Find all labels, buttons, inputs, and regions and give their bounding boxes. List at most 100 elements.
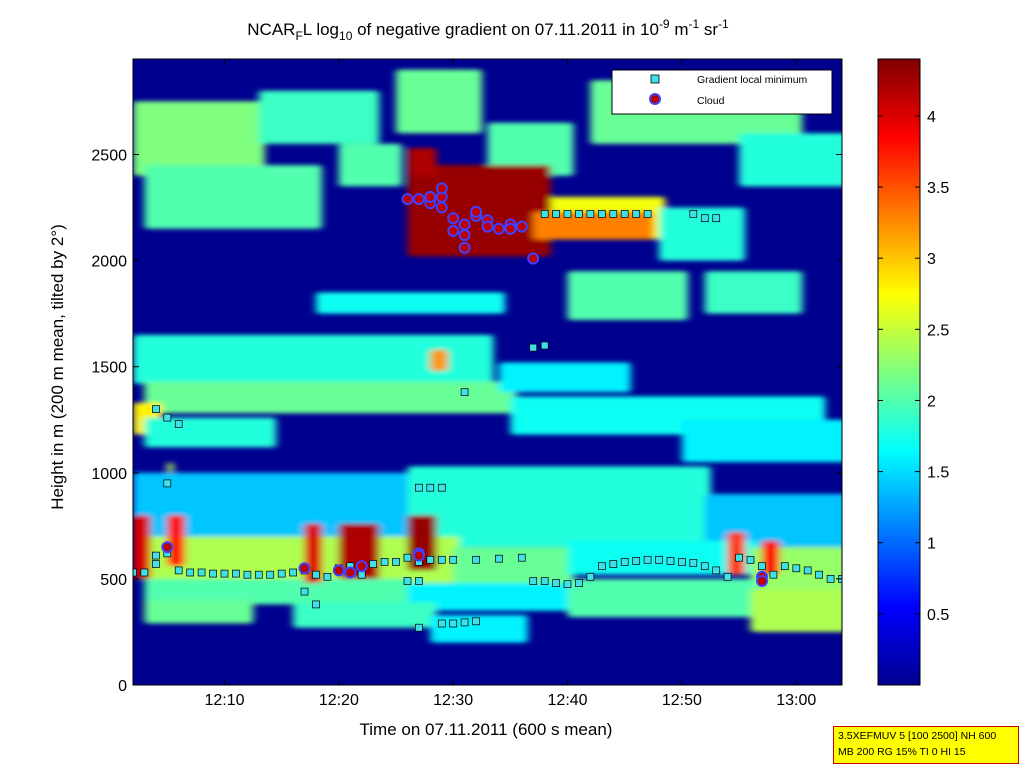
cloud-marker: [460, 230, 470, 240]
gradient-minimum-marker: [358, 571, 365, 578]
gradient-minimum-marker: [793, 565, 800, 572]
cloud-marker: [460, 220, 470, 230]
gradient-minimum-marker: [450, 620, 457, 627]
gradient-minimum-marker: [438, 484, 445, 491]
heatmap-layer: [705, 494, 848, 547]
gradient-minimum-marker: [541, 342, 548, 349]
gradient-minimum-marker: [530, 578, 537, 585]
gradient-minimum-marker: [747, 556, 754, 563]
gradient-minimum-marker: [610, 210, 617, 217]
gradient-minimum-marker: [553, 210, 560, 217]
gradient-minimum-marker: [438, 556, 445, 563]
x-tick-label: 13:00: [776, 692, 816, 709]
colorbar-tick-label: 2: [927, 393, 936, 410]
chart-title: NCARFL log10 of negative gradient on 07.…: [247, 17, 729, 43]
gradient-minimum-marker: [427, 484, 434, 491]
gradient-minimum-marker: [587, 573, 594, 580]
gradient-minimum-marker: [473, 618, 480, 625]
gradient-minimum-marker: [267, 571, 274, 578]
cloud-marker: [757, 576, 767, 586]
heatmap-layer: [568, 271, 688, 320]
cloud-marker: [403, 194, 413, 204]
x-tick-label: 12:10: [204, 692, 244, 709]
cloud-marker: [483, 222, 493, 232]
gradient-minimum-marker: [370, 561, 377, 568]
gradient-minimum-marker: [598, 210, 605, 217]
cloud-marker: [448, 213, 458, 223]
gradient-minimum-marker: [461, 619, 468, 626]
gradient-minimum-marker: [770, 571, 777, 578]
gradient-minimum-marker: [598, 563, 605, 570]
heatmap-layer: [739, 133, 848, 186]
heatmap-layer: [396, 70, 482, 134]
heatmap-layer: [167, 515, 184, 566]
gradient-minimum-marker: [656, 556, 663, 563]
gradient-minimum-marker: [701, 215, 708, 222]
heatmap-layer: [339, 144, 402, 186]
gradient-minimum-marker: [633, 557, 640, 564]
gradient-minimum-marker: [438, 620, 445, 627]
gradient-minimum-marker: [701, 563, 708, 570]
cloud-marker: [414, 551, 424, 561]
colorbar-tick-label: 2.5: [927, 322, 949, 339]
gradient-minimum-marker: [816, 571, 823, 578]
gradient-minimum-marker: [450, 556, 457, 563]
gradient-minimum-marker: [393, 558, 400, 565]
plot-area: [130, 59, 849, 685]
colorbar-tick-label: 4: [927, 109, 936, 126]
gradient-minimum-marker: [541, 578, 548, 585]
legend-label-min: Gradient local minimum: [697, 74, 808, 86]
gradient-minimum-marker: [198, 569, 205, 576]
cloud-marker: [357, 561, 367, 571]
gradient-minimum-marker: [232, 570, 239, 577]
gradient-minimum-marker: [564, 210, 571, 217]
gradient-minimum-marker: [541, 210, 548, 217]
x-tick-label: 12:40: [548, 692, 588, 709]
cloud-marker: [425, 192, 435, 202]
heatmap-layer: [705, 271, 803, 313]
gradient-minimum-marker: [381, 558, 388, 565]
cloud-marker: [494, 224, 504, 234]
gradient-minimum-marker: [621, 558, 628, 565]
gradient-minimum-marker: [255, 571, 262, 578]
gradient-minimum-marker: [187, 569, 194, 576]
legend-cloud-marker: [650, 94, 660, 104]
cloud-marker: [300, 563, 310, 573]
gradient-minimum-marker: [495, 555, 502, 562]
settings-line-2: MB 200 RG 15% TI 0 HI 15: [838, 744, 1014, 760]
gradient-minimum-marker: [278, 570, 285, 577]
heatmap-layer: [144, 600, 253, 623]
heatmap-layer: [568, 579, 757, 617]
settings-box: 3.5XEFMUV 5 [100 2500] NH 600 MB 200 RG …: [833, 726, 1019, 764]
gradient-minimum-marker: [610, 561, 617, 568]
y-tick-label: 2500: [91, 147, 127, 164]
gradient-minimum-marker: [473, 556, 480, 563]
cloud-marker: [334, 565, 344, 575]
gradient-minimum-marker: [713, 215, 720, 222]
gradient-minimum-marker: [667, 557, 674, 564]
gradient-minimum-marker: [175, 421, 182, 428]
heatmap-layer: [499, 363, 631, 393]
y-tick-label: 2000: [91, 254, 127, 271]
gradient-minimum-marker: [164, 414, 171, 421]
y-tick-label: 500: [100, 572, 127, 589]
gradient-minimum-marker: [576, 580, 583, 587]
heatmap-layer: [144, 165, 322, 229]
heatmap-layer: [167, 462, 173, 473]
x-axis-label: Time on 07.11.2011 (600 s mean): [360, 720, 613, 739]
colorbar-tick-label: 1: [927, 536, 936, 553]
heatmap-layer: [316, 292, 505, 313]
colorbar-tick-label: 0.5: [927, 607, 949, 624]
gradient-minimum-marker: [690, 210, 697, 217]
gradient-minimum-marker: [221, 570, 228, 577]
x-tick-label: 12:50: [662, 692, 702, 709]
gradient-minimum-marker: [290, 569, 297, 576]
y-tick-label: 0: [118, 678, 127, 695]
gradient-minimum-marker: [152, 561, 159, 568]
cloud-marker: [460, 243, 470, 253]
cloud-marker: [448, 226, 458, 236]
gradient-minimum-marker: [827, 575, 834, 582]
x-tick-label: 12:20: [319, 692, 359, 709]
y-tick-label: 1500: [91, 360, 127, 377]
